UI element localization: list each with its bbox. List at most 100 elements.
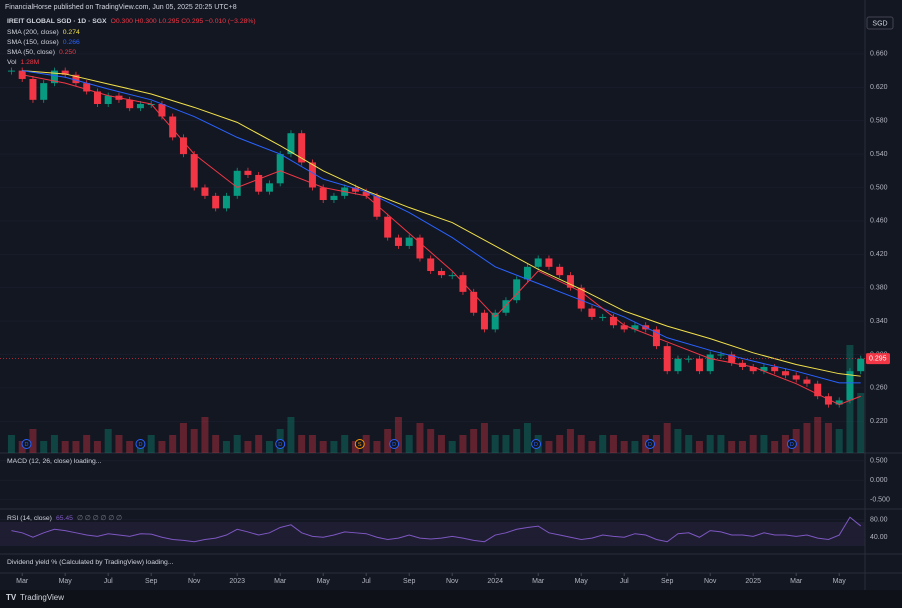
x-tick-label: Jul [362, 578, 371, 585]
volume-bar [717, 435, 725, 453]
candle [351, 187, 359, 192]
sma-line [22, 70, 861, 377]
volume-bar [491, 435, 499, 453]
x-tick-label: Sep [403, 578, 416, 585]
candle [749, 367, 757, 372]
candle [7, 70, 15, 72]
candle [609, 316, 617, 326]
x-tick-label: Nov [446, 578, 459, 585]
x-tick-label: May [317, 578, 331, 585]
y-tick-label: 80.00 [870, 516, 888, 523]
candle [190, 154, 198, 188]
legend-value: 0.250 [58, 49, 76, 56]
pane-title: MACD (12, 26, close) loading... [7, 458, 102, 465]
candle [72, 74, 80, 84]
dividend-title: Dividend yield % (Calculated by TradingV… [7, 559, 174, 566]
event-label: D [25, 442, 29, 448]
candle [620, 325, 628, 330]
volume-bar [158, 441, 166, 453]
volume-bar [663, 423, 671, 453]
candle [480, 312, 488, 330]
volume-bar [61, 441, 69, 453]
volume-bar [319, 441, 327, 453]
volume-bar [147, 435, 155, 453]
volume-bar [222, 441, 230, 453]
volume-bar [814, 417, 822, 453]
candle [308, 162, 316, 188]
volume-bar [405, 435, 413, 453]
event-label: D [138, 442, 142, 448]
volume-bar [40, 441, 48, 453]
y-tick-label: 0.620 [870, 84, 888, 91]
candle [50, 70, 58, 84]
y-tick-label: -0.500 [870, 497, 890, 504]
volume-bar [556, 435, 564, 453]
header: FinancialHorse published on TradingView.… [5, 4, 237, 11]
event-marker [354, 439, 365, 449]
volume-bar [362, 435, 370, 453]
y-tick-label: 0.500 [870, 458, 888, 465]
x-tick-label: Nov [188, 578, 201, 585]
volume-bar [72, 441, 80, 453]
legend-item: SMA (150, close) 0.266 [7, 39, 80, 46]
currency-box [866, 16, 894, 30]
x-tick-label: Mar [274, 578, 287, 585]
candle [448, 275, 456, 277]
volume-bar [706, 435, 714, 453]
x-tick-label: Mar [16, 578, 29, 585]
candle [276, 154, 284, 184]
x-tick-label: May [59, 578, 73, 585]
event-marker [645, 439, 655, 449]
candle [771, 367, 779, 372]
volume-bar [545, 441, 553, 453]
candle [61, 70, 69, 75]
volume-bar [728, 441, 736, 453]
volume-bar [373, 441, 381, 453]
candle [40, 83, 48, 100]
volume-bar [212, 435, 220, 453]
volume-bar [738, 441, 746, 453]
volume-bar [448, 441, 456, 453]
candle [835, 400, 843, 405]
volume-bar [201, 417, 209, 453]
x-tick-label: Mar [790, 578, 803, 585]
candle [631, 325, 639, 330]
y-tick-label: 0.260 [870, 385, 888, 392]
candle [502, 300, 510, 313]
rsi-title: RSI (14, close) 65.45 ∅ ∅ ∅ ∅ ∅ ∅ [7, 514, 122, 522]
event-marker [786, 439, 797, 449]
candle [663, 346, 671, 372]
event-marker [21, 439, 32, 449]
candle [792, 375, 800, 380]
candle [814, 383, 822, 397]
candle [513, 279, 521, 301]
candle [212, 195, 220, 209]
volume-bar [523, 423, 531, 453]
candle [233, 170, 241, 196]
legend-name: SMA (200, close) [7, 29, 59, 36]
event-label: D [648, 442, 652, 448]
candle [394, 237, 402, 246]
legend-name: SMA (150, close) [7, 39, 59, 46]
x-tick-label: May [575, 578, 589, 585]
event-label: D [534, 442, 538, 448]
candle [179, 137, 187, 155]
volume-bar [18, 441, 26, 453]
y-tick-label: 0.220 [870, 418, 888, 425]
volume-bar [459, 435, 467, 453]
volume-bar [233, 435, 241, 453]
volume-bar [351, 441, 359, 453]
y-tick-label: 0.540 [870, 151, 888, 158]
candle [695, 358, 703, 372]
legend-name: Vol [7, 59, 17, 66]
candle [470, 291, 478, 313]
symbol: IREIT GLOBAL SGD · 1D · SGX [7, 18, 107, 25]
y-tick-label: 0.580 [870, 118, 888, 125]
last-price-box [866, 353, 890, 365]
footer: TradingView [20, 593, 64, 602]
volume-bar [29, 429, 37, 453]
currency: SGD [872, 20, 887, 27]
volume-bar [835, 429, 843, 453]
sma-line [22, 70, 861, 384]
candle [158, 103, 166, 117]
